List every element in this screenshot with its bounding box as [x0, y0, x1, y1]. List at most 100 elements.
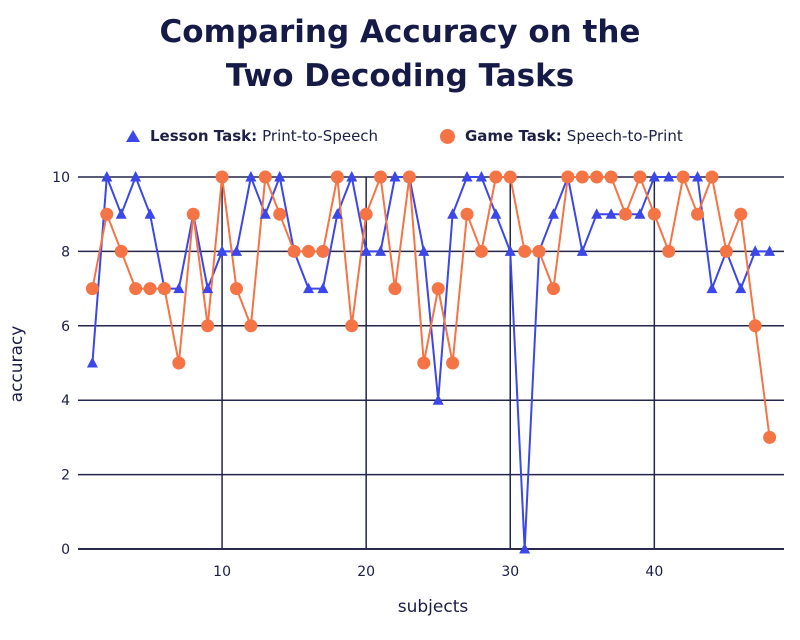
game-point	[244, 319, 258, 333]
game-point	[273, 207, 287, 221]
chart-title: Comparing Accuracy on the Two Decoding T…	[0, 10, 800, 98]
y-tick-label: 6	[61, 319, 70, 335]
lesson-point	[692, 171, 704, 182]
game-point	[345, 319, 359, 333]
legend-item-lesson: Lesson Task: Print-to-Speech	[126, 127, 378, 145]
lesson-point	[375, 245, 387, 256]
lesson-point	[764, 245, 776, 256]
lesson-point	[475, 171, 487, 182]
lesson-point	[432, 394, 444, 405]
lesson-point	[115, 208, 127, 219]
lesson-point	[605, 208, 617, 219]
lesson-point	[346, 171, 358, 182]
game-point	[258, 170, 272, 184]
lesson-point	[648, 171, 660, 182]
series-layer	[85, 170, 777, 554]
lesson-point	[101, 171, 113, 182]
lesson-point	[519, 543, 531, 554]
lesson-point	[259, 208, 271, 219]
lesson-point	[389, 171, 401, 182]
lesson-point	[331, 208, 343, 219]
game-point	[85, 282, 99, 296]
lesson-point	[547, 208, 559, 219]
game-point	[100, 207, 114, 221]
lesson-point	[490, 208, 502, 219]
lesson-point	[591, 208, 603, 219]
game-series-line	[91, 176, 771, 438]
chart-title-line2: Two Decoding Tasks	[225, 58, 575, 94]
x-tick-label: 20	[357, 564, 375, 580]
game-point	[590, 170, 604, 184]
tick-labels: 0 2 4 6 8 10 10 20 30 40	[52, 170, 663, 580]
lesson-point	[173, 282, 185, 294]
lesson-point	[202, 282, 214, 294]
x-tick-label: 40	[645, 564, 663, 580]
legend-item-game: Game Task: Speech-to-Print	[440, 127, 683, 145]
triangle-marker-icon	[126, 130, 140, 142]
game-point	[229, 282, 243, 296]
legend: Lesson Task: Print-to-Speech Game Task: …	[0, 127, 800, 151]
legend-game-name: Game Task:	[465, 127, 562, 145]
game-point	[302, 244, 316, 258]
y-tick-label: 4	[61, 393, 70, 409]
game-point	[676, 170, 690, 184]
game-point	[662, 244, 676, 258]
lesson-point	[274, 171, 286, 182]
lesson-point	[418, 245, 430, 256]
lesson-point	[216, 245, 228, 256]
game-point	[388, 282, 402, 296]
game-point	[143, 282, 157, 296]
legend-lesson-desc: Print-to-Speech	[262, 127, 379, 145]
x-tick-label: 10	[213, 564, 231, 580]
game-point	[417, 356, 431, 370]
y-tick-label: 10	[52, 170, 70, 186]
game-point	[748, 319, 762, 333]
lesson-point	[735, 282, 747, 294]
lesson-point	[230, 245, 242, 256]
circle-marker-icon	[440, 128, 455, 144]
lesson-point	[749, 245, 761, 256]
game-point	[460, 207, 474, 221]
game-point	[316, 244, 330, 258]
y-tick-label: 2	[61, 468, 70, 484]
game-point	[705, 170, 719, 184]
game-point	[489, 170, 503, 184]
game-point	[561, 170, 575, 184]
game-point	[172, 356, 186, 370]
lesson-point	[144, 208, 156, 219]
lesson-point	[634, 208, 646, 219]
game-point	[647, 207, 661, 221]
game-point	[532, 244, 546, 258]
lesson-point	[245, 171, 257, 182]
game-point	[691, 207, 705, 221]
lesson-point	[706, 282, 718, 294]
lesson-point	[461, 171, 473, 182]
game-point	[503, 170, 517, 184]
game-point	[633, 170, 647, 184]
lesson-point	[360, 245, 372, 256]
lesson-point	[504, 245, 516, 256]
game-point	[201, 319, 215, 333]
chart-title-line1: Comparing Accuracy on the	[159, 14, 641, 50]
y-tick-label: 0	[61, 542, 70, 558]
game-point	[474, 244, 488, 258]
lesson-point	[130, 171, 142, 182]
game-point	[374, 170, 388, 184]
x-tick-label: 30	[501, 564, 519, 580]
game-point	[330, 170, 344, 184]
game-point	[719, 244, 733, 258]
y-tick-label: 8	[61, 244, 70, 260]
game-point	[114, 244, 128, 258]
lesson-point	[576, 245, 588, 256]
legend-game-desc: Speech-to-Print	[566, 127, 683, 145]
game-point	[518, 244, 532, 258]
x-axis-label: subjects	[398, 597, 469, 617]
game-point	[763, 430, 777, 444]
game-point	[359, 207, 373, 221]
game-point	[186, 207, 200, 221]
legend-lesson-name: Lesson Task:	[150, 127, 258, 145]
game-point	[431, 282, 445, 296]
game-point	[287, 244, 301, 258]
game-point	[619, 207, 633, 221]
